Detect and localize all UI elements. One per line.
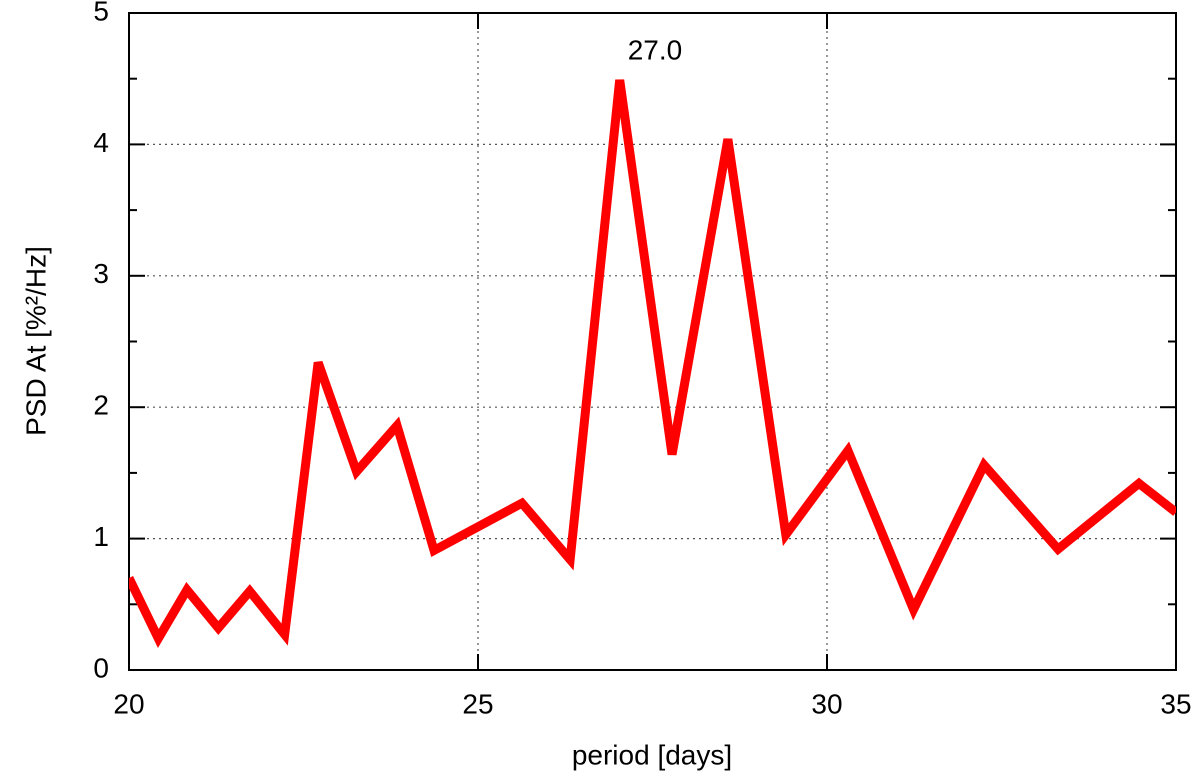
- y-tick-label: 1: [93, 521, 109, 552]
- y-tick-label: 2: [93, 390, 109, 421]
- y-tick-label: 0: [93, 652, 109, 683]
- y-tick-label: 3: [93, 258, 109, 289]
- x-tick-label: 25: [462, 688, 493, 719]
- y-tick-label: 5: [93, 0, 109, 26]
- data-line: [129, 79, 1176, 648]
- plot-frame: [128, 12, 1177, 671]
- peak-annotation: 27.0: [628, 34, 683, 65]
- y-tick-label: 4: [93, 127, 109, 158]
- x-tick-label: 35: [1160, 688, 1191, 719]
- x-tick-label: 20: [113, 688, 144, 719]
- x-tick-label: 30: [811, 688, 842, 719]
- y-axis-label: PSD At [%²/Hz]: [20, 246, 51, 436]
- x-axis-label: period [days]: [572, 739, 732, 770]
